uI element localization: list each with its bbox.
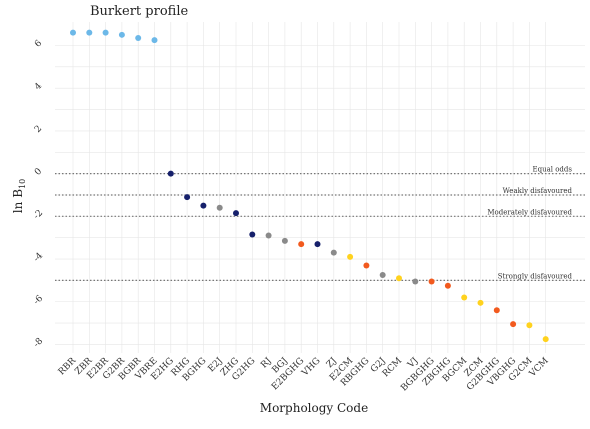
reference-line-label: Moderately disfavoured [487,208,572,216]
y-tick-label: -2 [32,208,45,221]
x-tick-label: RBR [57,356,78,377]
data-point [70,29,76,36]
data-point [396,275,402,282]
reference-line-label: Weakly disfavoured [503,187,573,195]
data-point [184,194,191,201]
data-point [330,249,337,256]
data-point [298,241,305,248]
y-tick-label: 2 [33,124,44,135]
data-point [102,29,109,36]
data-point [347,253,354,260]
y-tick-label: 6 [33,38,44,49]
data-point [135,35,142,42]
reference-lines: Equal odds Weakly disfavoured Moderately d… [55,166,585,281]
data-point [461,294,468,301]
data-point [477,299,484,306]
y-tick-label: -8 [32,336,45,349]
data-point [444,282,451,289]
data-point [510,321,517,328]
data-point [542,336,549,343]
x-tick-label: VHG [300,356,323,379]
data-point [363,262,370,269]
data-point [167,170,174,177]
data-point [493,307,500,314]
reference-line-label: Equal odds [532,166,572,174]
data-point [118,31,125,38]
data-point [265,232,272,239]
data-point [200,202,207,209]
data-point [379,272,386,279]
data-point [281,237,288,244]
data-point [428,278,435,285]
y-tick-labels: 6 4 2 0 -2 -4 -6 -8 [32,38,45,349]
y-tick-label: 4 [33,81,44,92]
y-axis-label-subscript: 10 [18,179,27,189]
y-axis-label: ln B10 [11,179,27,213]
reference-line-label: Strongly disfavoured [498,272,573,280]
y-tick-label: 0 [33,166,44,177]
data-point [526,322,533,329]
y-axis-label-main: ln B [11,189,25,213]
data-point [314,241,321,248]
y-tick-label: -4 [32,251,45,264]
x-axis-label: Morphology Code [260,401,368,415]
data-point [412,278,419,285]
data-point [86,29,93,36]
data-points [70,29,549,343]
data-point [233,210,239,217]
y-tick-label: -6 [32,294,45,307]
data-point [249,231,256,238]
data-point [151,37,158,44]
x-tick-labels: RBRZBRE2BRG2BRBGBRVBREE2HGRHGBGHGE2JZHGG… [57,356,551,394]
x-tick-label: RCM [381,356,404,379]
data-point [216,204,223,211]
chart-title: Burkert profile [90,4,188,19]
